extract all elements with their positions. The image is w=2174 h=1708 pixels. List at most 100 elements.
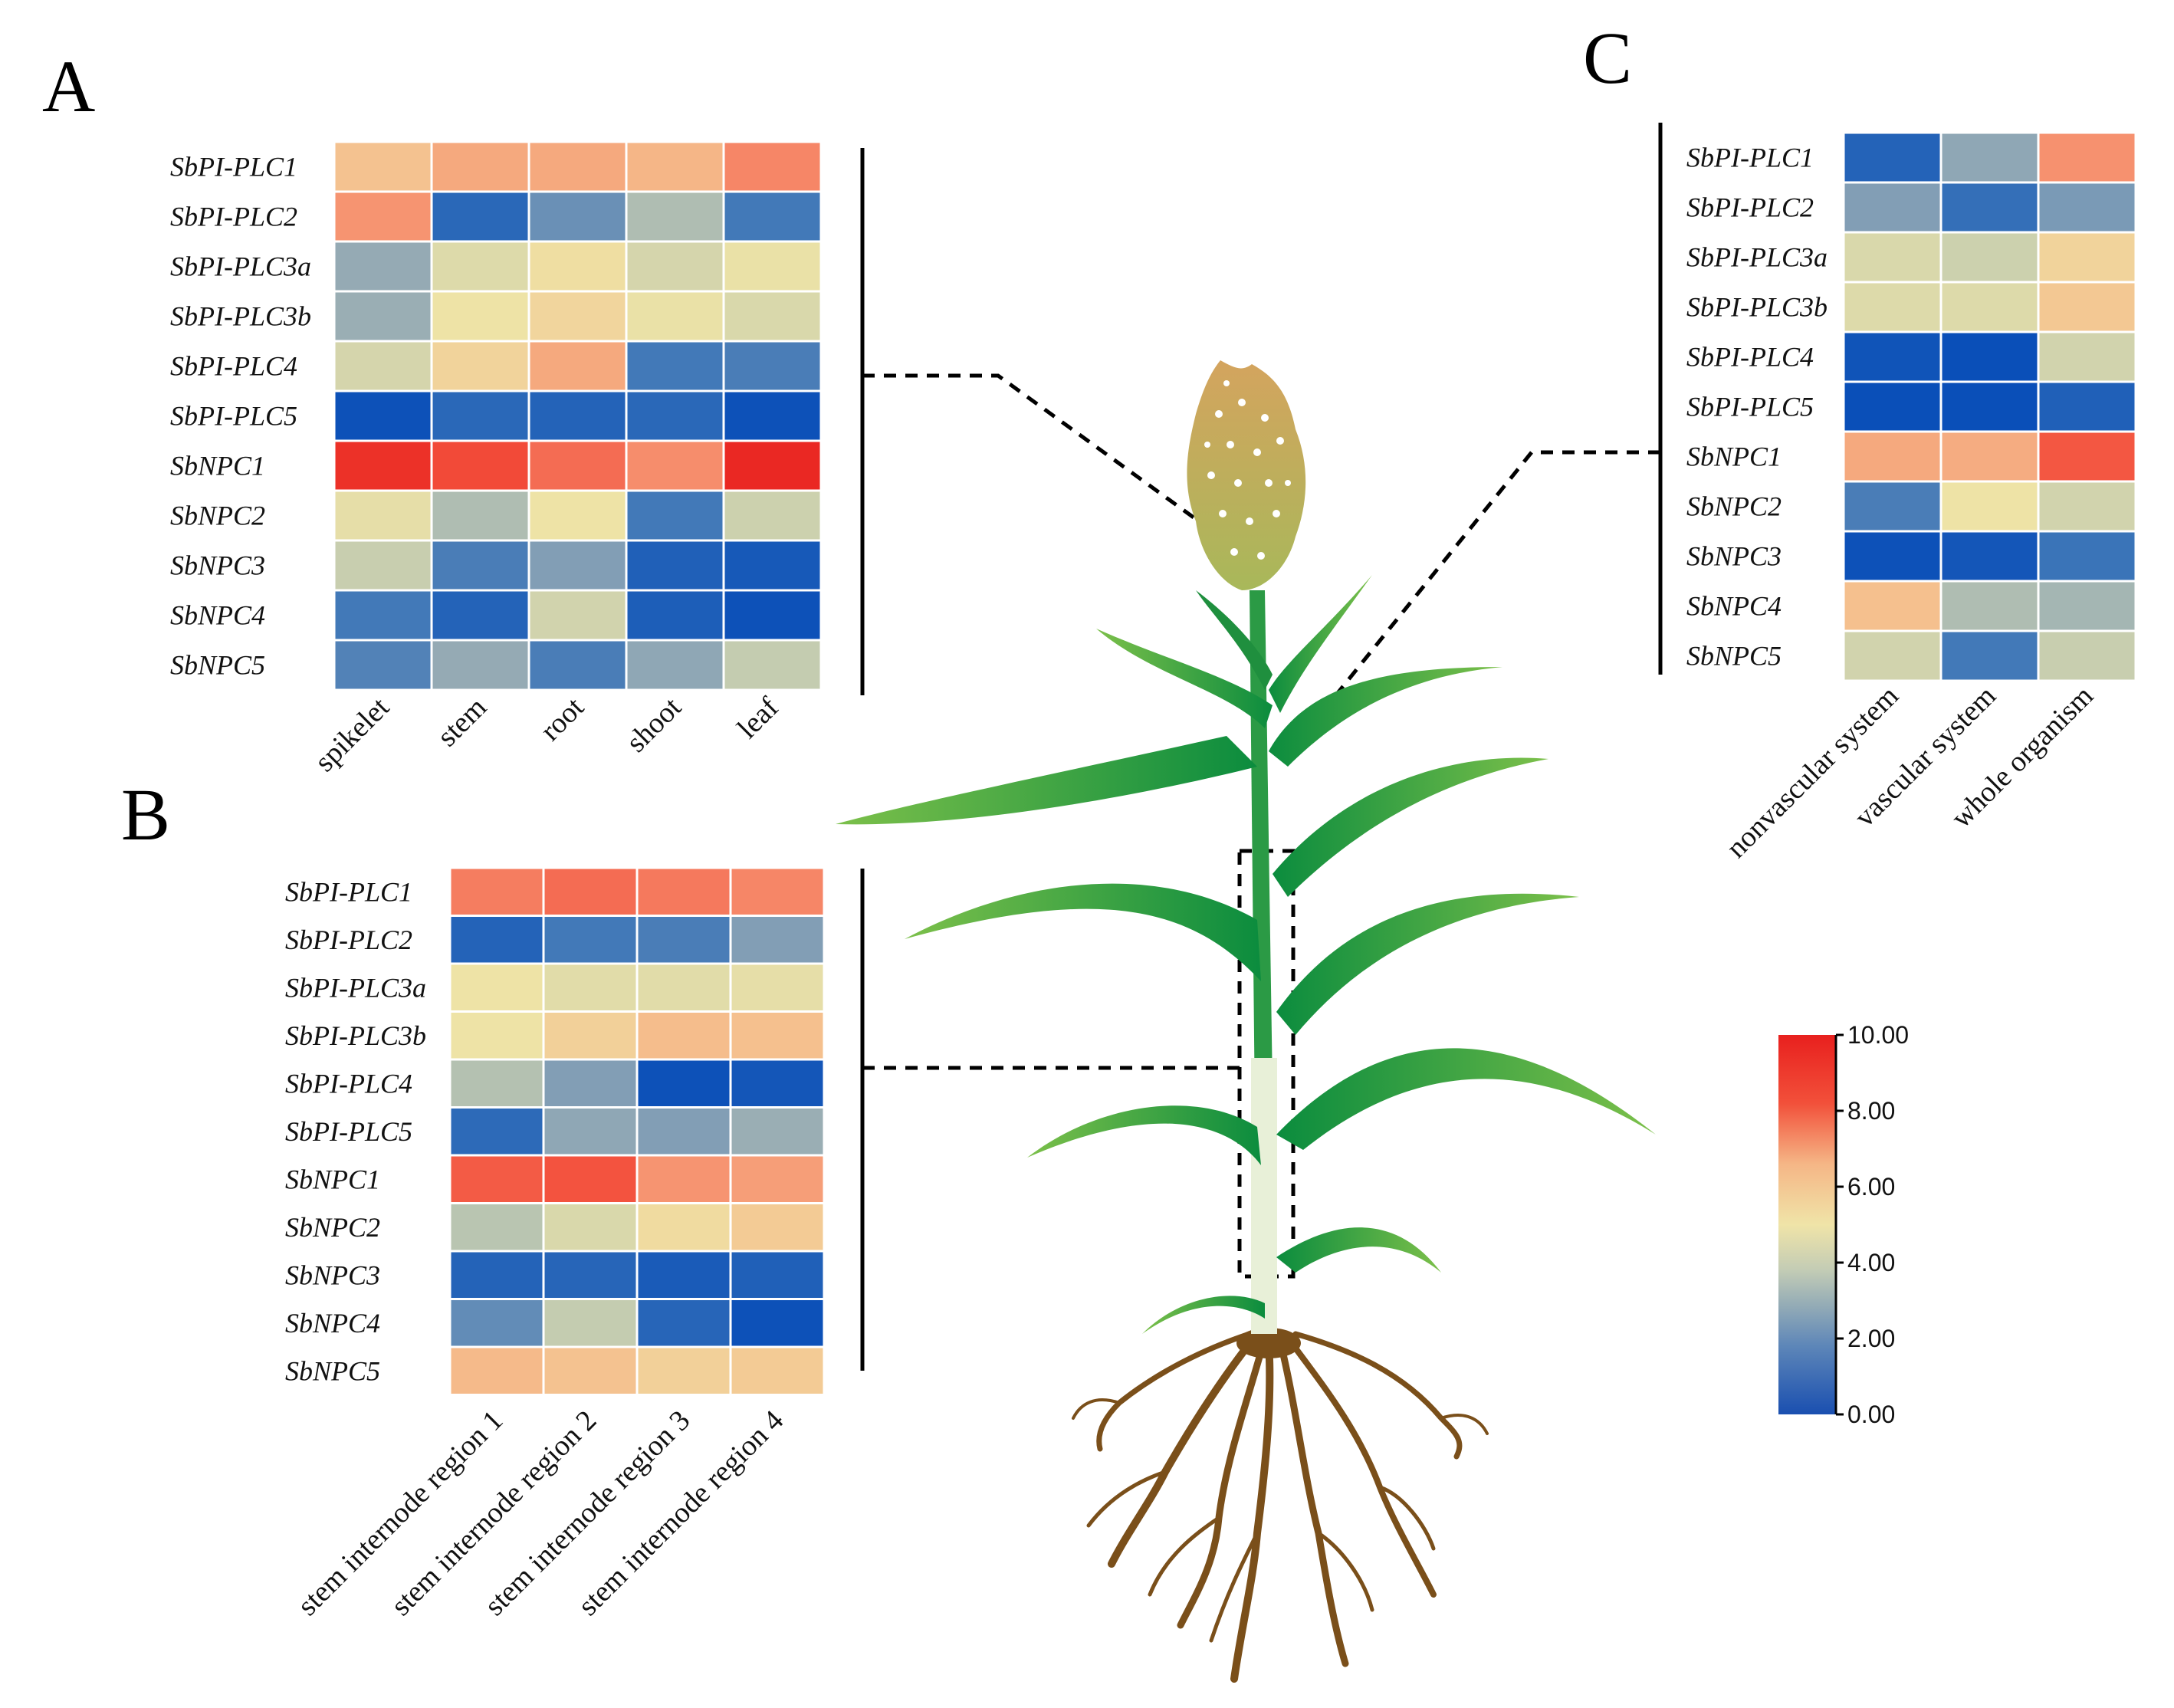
heatmap-b-row-label: SbNPC3 bbox=[285, 1260, 380, 1290]
panicle bbox=[1187, 360, 1306, 590]
heatmap-a-cell bbox=[430, 539, 530, 592]
heatmap-b-cell bbox=[635, 1345, 732, 1396]
heatmap-a-cell bbox=[625, 340, 725, 393]
heatmap-b-row-label: SbPI-PLC3b bbox=[285, 1020, 426, 1051]
heatmap-b-row-label: SbNPC1 bbox=[285, 1164, 380, 1194]
heatmap-a-cell bbox=[333, 190, 433, 243]
heatmap-c-cell bbox=[1939, 580, 2040, 632]
heatmap-c-cell bbox=[2037, 580, 2137, 632]
heatmap-a-col-label: shoot bbox=[620, 691, 688, 758]
heatmap-c-cell bbox=[1842, 330, 1942, 383]
heatmap-c-row-label: SbPI-PLC3b bbox=[1686, 292, 1828, 323]
heatmap-a-cell bbox=[430, 389, 530, 442]
heatmap-a-row-label: SbPI-PLC3b bbox=[170, 301, 311, 332]
heatmap-b-cell bbox=[729, 866, 826, 917]
heatmap-c-row-label: SbNPC5 bbox=[1686, 641, 1782, 672]
heatmap-a-cell bbox=[722, 240, 823, 293]
heatmap-a-row-label: SbPI-PLC5 bbox=[170, 401, 297, 432]
heatmap-b-cell bbox=[542, 866, 639, 917]
heatmap-a-cell bbox=[333, 589, 433, 642]
heatmap-a-cell bbox=[625, 439, 725, 492]
colorbar-tick-label: 4.00 bbox=[1847, 1249, 1895, 1276]
heatmap-b-cell bbox=[635, 1250, 732, 1300]
heatmap-b-row-label: SbNPC2 bbox=[285, 1212, 380, 1243]
heatmap-a-row-label: SbPI-PLC4 bbox=[170, 351, 297, 382]
heatmap-c-row-label: SbPI-PLC1 bbox=[1686, 143, 1814, 173]
heatmap-a-cell bbox=[625, 190, 725, 243]
heatmap-b-cell bbox=[542, 1345, 639, 1396]
heatmap-b-cell bbox=[448, 1154, 545, 1204]
heatmap-a-cell bbox=[722, 439, 823, 492]
heatmap-c-cell bbox=[1842, 181, 1942, 234]
heatmap-a-cell bbox=[625, 489, 725, 542]
heatmap-b-cell bbox=[448, 1298, 545, 1348]
heatmap-a-col-label: leaf bbox=[731, 691, 785, 744]
heatmap-c-row-label: SbPI-PLC3a bbox=[1686, 242, 1828, 273]
heatmap-c-cell bbox=[2037, 181, 2137, 234]
heatmap-a-cell bbox=[333, 489, 433, 542]
heatmap-a-cell bbox=[333, 290, 433, 343]
heatmap-c-cell bbox=[2037, 380, 2137, 433]
heatmap-b-cell bbox=[448, 1250, 545, 1300]
heatmap-b-cell bbox=[448, 1058, 545, 1109]
heatmap-a-cell bbox=[333, 140, 433, 193]
heatmap-a-cell bbox=[722, 589, 823, 642]
heatmap-b: SbPI-PLC1 SbPI-PLC2 SbPI-PLC3a SbPI-PLC3b Sb… bbox=[285, 866, 826, 1622]
colorbar-tick-label: 6.00 bbox=[1847, 1173, 1895, 1201]
heatmap-a-cell bbox=[430, 240, 530, 293]
heatmap-c-cell bbox=[2037, 131, 2137, 184]
heatmap-a-cell bbox=[527, 190, 628, 243]
heatmap-a-cell bbox=[527, 140, 628, 193]
heatmap-b-cell bbox=[542, 962, 639, 1013]
heatmap-a-row-label: SbNPC4 bbox=[170, 600, 265, 631]
heatmap-b-cell bbox=[729, 1010, 826, 1061]
heatmap-a-cell bbox=[722, 489, 823, 542]
heatmap-a-cell bbox=[333, 240, 433, 293]
heatmap-a-cell bbox=[430, 290, 530, 343]
connector-a bbox=[862, 373, 1209, 530]
heatmap-c-cell bbox=[1842, 629, 1942, 682]
heatmap-a-cell bbox=[625, 240, 725, 293]
heatmap-b-cell bbox=[448, 1106, 545, 1157]
panel-letter-c: C bbox=[1583, 17, 1632, 99]
heatmap-a-cell bbox=[527, 589, 628, 642]
heatmap-b-cell bbox=[542, 1106, 639, 1157]
heatmap-b-cell bbox=[635, 1058, 732, 1109]
heatmap-a-row-label: SbNPC5 bbox=[170, 650, 265, 681]
heatmap-a-cell bbox=[722, 340, 823, 393]
heatmap-a-cell bbox=[430, 190, 530, 243]
heatmap-b-row-label: SbPI-PLC4 bbox=[285, 1068, 412, 1099]
heatmap-b-cell bbox=[729, 962, 826, 1013]
heatmap-c-row-label: SbNPC2 bbox=[1686, 491, 1782, 522]
sorghum-plant-illustration bbox=[836, 360, 1656, 1683]
heatmap-c-row-label: SbPI-PLC4 bbox=[1686, 342, 1814, 373]
root-crown bbox=[1236, 1328, 1301, 1358]
heatmap-a-cell bbox=[430, 140, 530, 193]
colorbar-tick-label: 2.00 bbox=[1847, 1325, 1895, 1352]
heatmap-b-cell bbox=[729, 1250, 826, 1300]
heatmap-b-cell bbox=[448, 1202, 545, 1253]
heatmap-b-row-label: SbPI-PLC5 bbox=[285, 1116, 412, 1147]
heatmap-b-row-label: SbPI-PLC1 bbox=[285, 876, 412, 907]
heatmap-c-cell bbox=[1939, 629, 2040, 682]
heatmap-a-cell bbox=[527, 489, 628, 542]
heatmap-a-cell bbox=[722, 639, 823, 691]
heatmap-c-row-label: SbNPC4 bbox=[1686, 591, 1782, 622]
heatmap-a-cell bbox=[527, 340, 628, 393]
heatmap-c-cell bbox=[1842, 380, 1942, 433]
heatmap-c-cell bbox=[1939, 430, 2040, 483]
heatmap-b-cell bbox=[542, 1010, 639, 1061]
heatmap-a-cell bbox=[333, 389, 433, 442]
heatmap-a-cell bbox=[430, 589, 530, 642]
heatmap-b-cell bbox=[635, 1010, 732, 1061]
heatmap-a: SbPI-PLC1 SbPI-PLC2 SbPI-PLC3a SbPI-PLC3b Sb… bbox=[170, 140, 823, 778]
heatmap-a-col-label: stem bbox=[431, 691, 492, 753]
heatmap-b-cell bbox=[448, 962, 545, 1013]
heatmap-c-cell bbox=[1939, 530, 2040, 583]
heatmap-a-cell bbox=[527, 539, 628, 592]
heatmap-b-cell bbox=[448, 915, 545, 965]
colorbar-tick-label: 10.00 bbox=[1847, 1021, 1909, 1049]
heatmap-a-cell bbox=[722, 190, 823, 243]
heatmap-c-cell bbox=[2037, 480, 2137, 533]
